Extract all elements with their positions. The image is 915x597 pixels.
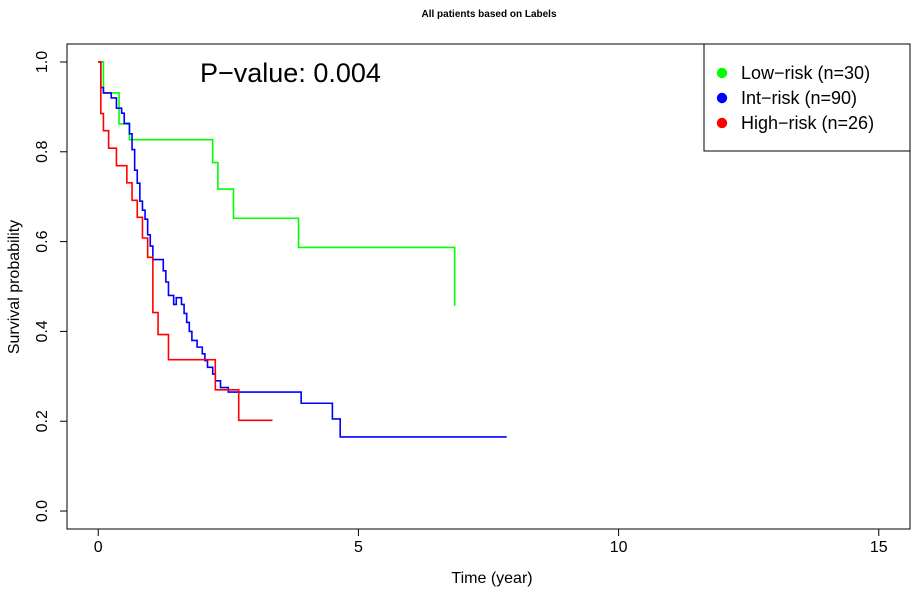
y-tick-label: 0.8 <box>34 141 51 163</box>
x-tick-label: 15 <box>870 539 888 556</box>
legend-box <box>703 43 911 152</box>
axes: 0 5 10 15 0.0 0.2 0.4 0.6 0.8 1.0 <box>34 51 888 556</box>
p-value-annotation: P−value: 0.004 <box>200 58 381 88</box>
y-tick-label: 1.0 <box>34 51 51 73</box>
y-tick-label: 0.2 <box>34 410 51 432</box>
series-group <box>98 61 507 438</box>
legend-marker-1 <box>716 92 728 104</box>
x-tick-label: 5 <box>354 539 363 556</box>
legend: Low−risk (n=30) Int−risk (n=90) High−risk … <box>703 43 911 152</box>
legend-marker-0 <box>716 67 728 79</box>
y-axis-title: Survival probability <box>6 220 23 354</box>
legend-label-0: Low−risk (n=30) <box>741 63 870 83</box>
legend-label-2: High−risk (n=26) <box>741 113 874 133</box>
x-axis-title: Time (year) <box>451 570 532 587</box>
legend-label-1: Int−risk (n=90) <box>741 88 857 108</box>
y-tick-label: 0.6 <box>34 230 51 252</box>
y-tick-label: 0.4 <box>34 320 51 342</box>
legend-marker-2 <box>716 117 728 129</box>
x-tick-label: 0 <box>94 539 103 556</box>
chart-title: All patients based on Labels <box>421 9 556 20</box>
survival-curve-0 <box>98 61 456 306</box>
y-tick-label: 0.0 <box>34 500 51 522</box>
x-tick-label: 10 <box>610 539 628 556</box>
survival-curve-2 <box>98 61 273 422</box>
survival-curve-1 <box>98 61 507 438</box>
